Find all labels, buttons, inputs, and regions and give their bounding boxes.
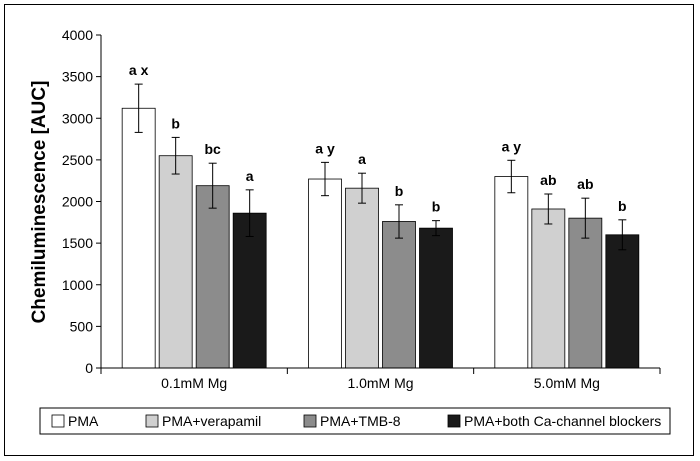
significance-label: a y	[315, 140, 335, 156]
y-tick-label: 2500	[62, 152, 93, 168]
chart-frame	[4, 4, 694, 456]
y-tick-label: 3000	[62, 110, 93, 126]
bar	[382, 221, 416, 369]
legend: PMA PMA+verapamil PMA+TMB-8 PMA+both Ca-cha…	[39, 407, 671, 435]
y-axis: 0 500 1000 1500 2000 2500 3000 3500 4000	[62, 27, 102, 376]
legend-label: PMA+verapamil	[162, 413, 261, 429]
bar	[195, 185, 230, 369]
legend-label: PMA	[68, 413, 99, 429]
legend-swatch	[447, 414, 461, 428]
legend-swatch	[145, 414, 159, 428]
legend-label: PMA+both Ca-channel blockers	[464, 413, 661, 429]
bar	[419, 227, 453, 369]
y-tick-label: 1000	[62, 277, 93, 293]
bar	[605, 234, 640, 369]
significance-label: bc	[204, 141, 221, 157]
bar	[121, 107, 156, 369]
significance-label: ab	[577, 176, 593, 192]
legend-box	[39, 407, 671, 435]
significance-label: b	[618, 198, 627, 214]
significance-label: b	[171, 115, 180, 131]
x-axis: 0.1mM Mg 1.0mM Mg 5.0mM Mg	[100, 367, 661, 391]
significance-label: b	[432, 199, 441, 215]
bar	[494, 176, 529, 369]
legend-swatch	[51, 414, 65, 428]
y-tick-label: 3500	[62, 69, 93, 85]
x-tick-label: 0.1mM Mg	[161, 375, 227, 391]
x-tick-label: 5.0mM Mg	[534, 375, 600, 391]
y-tick-label: 4000	[62, 27, 93, 43]
significance-label: b	[395, 183, 404, 199]
significance-label: a x	[129, 62, 149, 78]
significance-label: a	[246, 168, 254, 184]
significance-label: ab	[540, 172, 556, 188]
significance-label: a	[358, 151, 366, 167]
bar	[531, 208, 566, 369]
y-tick-label: 2000	[62, 194, 93, 210]
y-tick-label: 1500	[62, 235, 93, 251]
significance-label: a y	[502, 138, 522, 154]
legend-swatch	[303, 414, 317, 428]
y-axis-label: Chemiluminescence [AUC]	[29, 81, 50, 324]
bar	[158, 155, 193, 369]
bar	[345, 187, 379, 369]
y-tick-label: 0	[85, 360, 93, 376]
legend-label: PMA+TMB-8	[320, 413, 401, 429]
x-tick-label: 1.0mM Mg	[347, 375, 413, 391]
bar	[568, 217, 603, 369]
y-tick-label: 500	[70, 318, 94, 334]
bar	[308, 178, 342, 369]
